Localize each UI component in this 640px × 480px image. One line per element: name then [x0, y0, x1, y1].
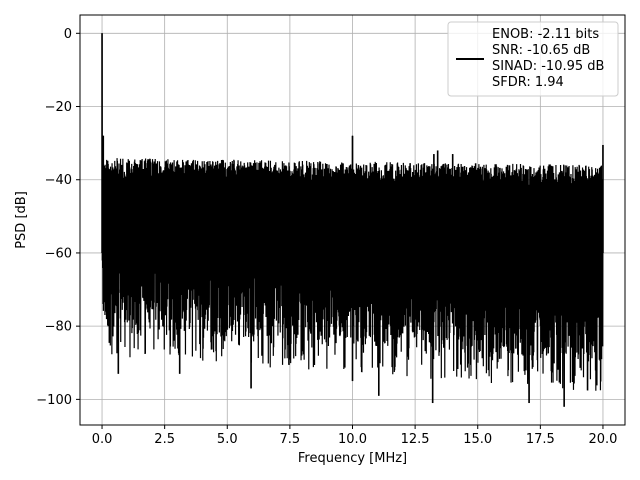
legend-label-line: SFDR: 1.94	[492, 75, 564, 90]
x-tick-label: 0.0	[92, 432, 113, 447]
x-tick-label: 5.0	[217, 432, 238, 447]
legend-label-line: ENOB: -2.11 bits	[492, 27, 599, 42]
x-tick-label: 2.5	[154, 432, 175, 447]
legend-box	[447, 21, 619, 97]
plot-area	[101, 33, 604, 407]
x-tick-label: 20.0	[588, 432, 617, 447]
y-axis-label: PSD [dB]	[14, 191, 29, 249]
legend-label: ENOB: -2.11 bits SNR: -10.65 dB SINAD: -10…	[492, 27, 604, 90]
x-tick-label: 15.0	[463, 432, 492, 447]
legend-label-line: SINAD: -10.95 dB	[492, 59, 604, 74]
y-tick-label: −20	[45, 100, 72, 115]
x-tick-label: 17.5	[526, 432, 555, 447]
y-tick-label: −40	[45, 173, 72, 188]
y-tick-label: −80	[45, 320, 72, 335]
y-tick-label: −100	[36, 393, 72, 408]
y-tick-label: 0	[64, 27, 72, 42]
x-axis-label: Frequency [MHz]	[298, 451, 407, 466]
x-tick-label: 12.5	[401, 432, 430, 447]
x-tick-label: 7.5	[280, 432, 301, 447]
legend-label-line: SNR: -10.65 dB	[492, 43, 590, 58]
x-axis: 0.0 2.5 5.0 7.5 10.0 12.5 15.0 17.5 20.0	[92, 425, 617, 447]
legend: ENOB: -2.11 bits SNR: -10.65 dB SINAD: -10…	[447, 21, 619, 97]
psd-series-line	[101, 33, 604, 407]
x-tick-label: 10.0	[338, 432, 367, 447]
y-tick-label: −60	[45, 246, 72, 261]
y-axis: 0 −20 −40 −60 −80 −100	[36, 27, 80, 408]
